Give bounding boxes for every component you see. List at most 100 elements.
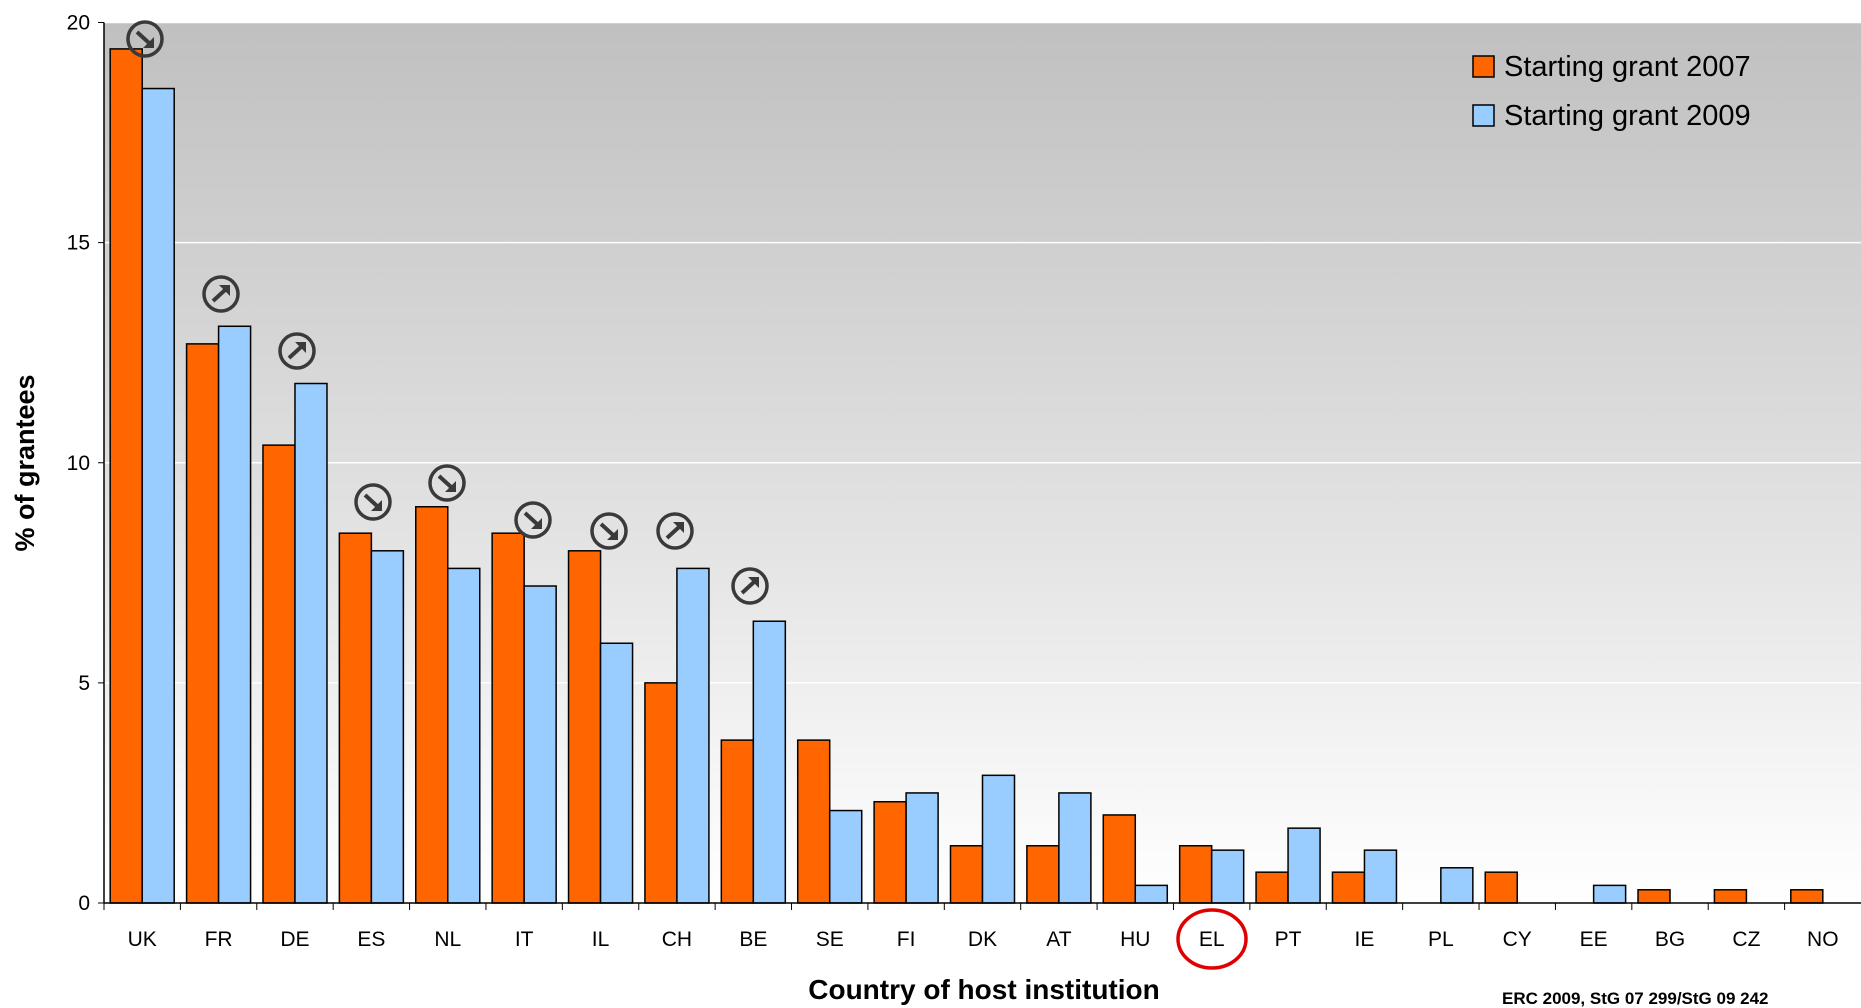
bar — [185, 343, 220, 904]
bar — [567, 550, 602, 904]
bar — [599, 642, 634, 904]
bar — [644, 682, 678, 904]
trend-icon-head — [219, 285, 230, 296]
trend-icon — [126, 20, 164, 58]
bar — [1713, 889, 1748, 904]
trend-icon-arrow — [523, 511, 540, 527]
bar — [981, 774, 1016, 904]
bar — [523, 585, 557, 904]
trend-icon-circle — [514, 501, 552, 539]
bar — [796, 739, 831, 904]
bar — [905, 792, 939, 904]
bar — [1058, 792, 1092, 904]
trend-icon-head — [531, 518, 542, 529]
x-tick-label: FR — [205, 928, 233, 951]
bar — [1484, 871, 1518, 904]
source-note: ERC 2009, StG 07 299/StG 09 242 — [1502, 989, 1769, 1008]
legend-label: Starting grant 2007 — [1504, 51, 1751, 83]
trend-icon-arrow — [135, 30, 152, 46]
x-tick-label: AT — [1046, 928, 1071, 951]
bar — [294, 382, 328, 904]
y-tick-label: 10 — [67, 452, 90, 475]
x-tick-label: EL — [1199, 928, 1225, 951]
trend-icon-arrow — [287, 344, 304, 360]
bar — [676, 567, 710, 904]
trend-icon-head — [607, 529, 618, 540]
trend-icon-arrow — [599, 522, 616, 538]
x-tick-label: CH — [662, 928, 692, 951]
y-axis-title: % of grantees — [10, 374, 40, 551]
trend-icon — [656, 512, 694, 550]
bar — [491, 532, 525, 904]
x-tick-label: CY — [1503, 928, 1532, 951]
trend-icon-head — [673, 522, 684, 533]
bar — [141, 87, 175, 904]
trend-icon-head — [748, 577, 759, 588]
bar — [1178, 845, 1213, 904]
bar — [338, 532, 373, 904]
x-tick-label: DK — [968, 928, 997, 951]
bar — [1102, 814, 1137, 904]
bar — [1210, 849, 1245, 904]
trend-icon-arrow — [665, 524, 682, 540]
bar — [828, 809, 863, 904]
legend-swatch — [1472, 55, 1495, 78]
bar — [873, 800, 907, 904]
x-tick-label: SE — [816, 928, 844, 951]
bar — [217, 325, 252, 904]
trend-icon-head — [371, 500, 382, 511]
x-tick-label: CZ — [1732, 928, 1760, 951]
bar — [949, 845, 984, 904]
bar — [720, 739, 755, 904]
x-tick-label: IT — [515, 928, 534, 951]
bar — [1331, 871, 1366, 904]
x-axis-title: Country of host institution — [808, 974, 1160, 1005]
trend-icon-arrow — [363, 493, 380, 509]
trend-icon-arrow — [740, 579, 757, 595]
trend-icon-circle — [202, 275, 240, 313]
highlight-circle — [1176, 908, 1248, 970]
bar — [1026, 845, 1060, 904]
bar — [1134, 884, 1169, 904]
bar — [370, 550, 405, 904]
trend-icon — [590, 512, 628, 550]
trend-icon — [354, 483, 392, 521]
x-tick-label: FI — [897, 928, 916, 951]
legend-swatch — [1472, 104, 1495, 127]
bar — [1790, 889, 1824, 904]
trend-icon — [202, 275, 240, 313]
x-tick-label: DE — [280, 928, 309, 951]
trend-icon-head — [295, 342, 306, 353]
bar — [1287, 827, 1321, 904]
x-tick-label: BG — [1655, 928, 1685, 951]
bar — [752, 620, 787, 904]
y-tick-label: 15 — [67, 232, 90, 255]
bar — [1363, 849, 1398, 904]
bar — [262, 444, 296, 904]
trend-icon — [731, 567, 769, 605]
bar — [1255, 871, 1289, 904]
y-tick-label: 20 — [67, 12, 90, 35]
trend-icon-circle — [126, 20, 164, 58]
y-tick-label: 0 — [78, 892, 90, 915]
x-tick-label: NL — [434, 928, 461, 951]
trend-icon — [278, 332, 316, 370]
x-tick-label: IE — [1355, 928, 1375, 951]
trend-icon-circle — [278, 332, 316, 370]
bar — [447, 567, 481, 904]
bar — [1592, 884, 1627, 904]
trend-icon-circle — [428, 464, 466, 502]
x-tick-label: UK — [128, 928, 157, 951]
x-tick-label: EE — [1580, 928, 1608, 951]
trend-icon-arrow — [211, 287, 228, 303]
bar — [1440, 867, 1474, 904]
trend-icon — [514, 501, 552, 539]
legend-label: Starting grant 2009 — [1504, 100, 1751, 132]
trend-icon-circle — [656, 512, 694, 550]
trend-icon-circle — [731, 567, 769, 605]
trend-icon-circle — [590, 512, 628, 550]
bar — [415, 506, 449, 904]
x-tick-label: ES — [357, 928, 385, 951]
